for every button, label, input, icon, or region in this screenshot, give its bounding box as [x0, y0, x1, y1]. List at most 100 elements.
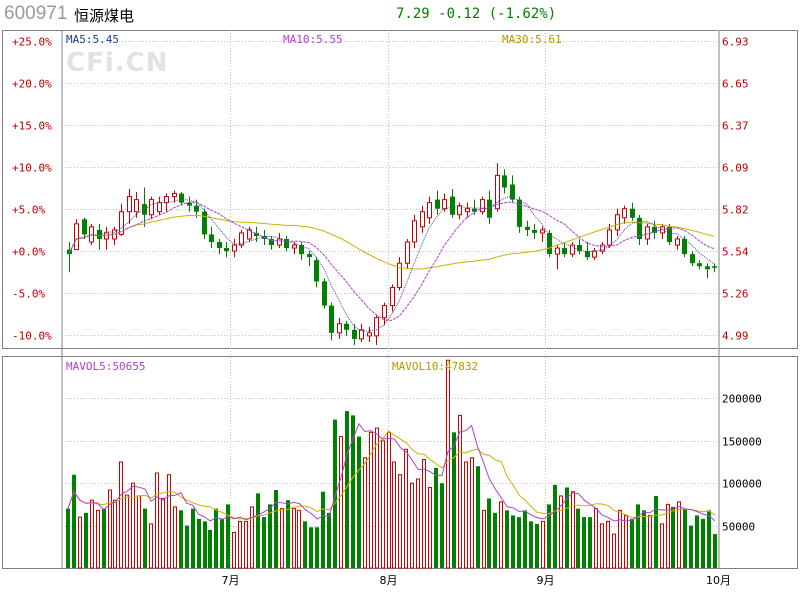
volume-bar-up	[422, 458, 426, 569]
volume-bar-down	[701, 518, 705, 568]
volume-bar-up	[232, 531, 236, 569]
right-tick-label: 5.82	[722, 204, 749, 217]
candle-up	[359, 329, 364, 340]
ma30-label: MA30:5.61	[502, 33, 562, 46]
volume-bar-up	[606, 520, 610, 569]
volume-bar-down	[642, 510, 646, 568]
volume-bar-up	[612, 533, 616, 569]
candle-down	[472, 208, 477, 212]
volume-bar-up	[660, 523, 664, 569]
candle-up	[570, 244, 575, 255]
volume-bar-up	[392, 461, 396, 569]
volume-bar-up	[167, 474, 171, 569]
candle-down	[179, 193, 184, 203]
candle-down	[667, 226, 672, 242]
right-tick-label: 6.37	[722, 120, 749, 133]
volume-bar-up	[559, 495, 563, 569]
x-tick-label: 9月	[537, 574, 555, 587]
volume-bar-down	[333, 419, 337, 568]
candle-down	[322, 281, 327, 306]
volume-bar-down	[357, 436, 361, 568]
candle-up	[457, 205, 462, 216]
candle-up	[390, 286, 395, 307]
volume-tick-label: 200000	[722, 393, 762, 406]
volume-bar-up	[173, 506, 177, 569]
volume-bar-up	[250, 506, 254, 569]
left-tick-label: +10.0%	[12, 162, 52, 175]
stock-name: 恒源煤电	[74, 7, 135, 25]
candle-up	[164, 196, 169, 204]
candle-down	[202, 211, 207, 235]
volume-bar-up	[499, 501, 503, 569]
volume-bar-up	[96, 509, 100, 569]
volume-bar-up	[624, 514, 628, 569]
x-tick-label: 10月	[706, 574, 731, 587]
left-tick-label: +15.0%	[12, 120, 52, 133]
candle-down	[142, 204, 147, 215]
candle-down	[224, 248, 229, 252]
volume-bar-down	[191, 508, 195, 568]
volume-bar-up	[464, 461, 468, 569]
volume-bar-up	[369, 431, 373, 569]
candle-up	[367, 332, 372, 337]
volume-bar-down	[208, 529, 212, 568]
candle-down	[194, 205, 199, 212]
ma5-line	[68, 195, 715, 332]
volume-bar-down	[511, 515, 515, 568]
volume-bar-up	[482, 509, 486, 569]
candle-down	[435, 199, 440, 209]
volume-bar-down	[143, 508, 147, 568]
right-tick-label: 5.26	[722, 288, 749, 301]
volume-bar-up	[446, 359, 450, 569]
candle-down	[682, 238, 687, 255]
volume-bar-down	[529, 521, 533, 568]
volume-bar-down	[185, 525, 189, 568]
volume-bar-down	[695, 515, 699, 568]
candle-up	[172, 193, 177, 198]
volume-bar-down	[671, 506, 675, 568]
volume-bar-down	[440, 483, 444, 568]
candle-up	[374, 317, 379, 337]
volume-bar-down	[487, 498, 491, 568]
volume-bar-up	[238, 520, 242, 569]
volume-bar-down	[345, 411, 349, 568]
volume-bar-up	[90, 499, 94, 569]
watermark: CFi.CN	[66, 48, 169, 78]
candle-down	[652, 226, 657, 233]
volume-bar-down	[582, 517, 586, 568]
candle-down	[630, 208, 635, 218]
volume-bar-down	[476, 466, 480, 568]
candle-down	[547, 232, 552, 255]
left-tick-label: +5.0%	[12, 204, 45, 217]
volume-bar-up	[410, 482, 414, 569]
candle-down	[450, 196, 455, 215]
volume-bar-down	[636, 504, 640, 568]
volume-bar-up	[470, 457, 474, 569]
volume-tick-label: 150000	[722, 436, 762, 449]
volume-bar-down	[683, 508, 687, 568]
candle-up	[397, 262, 402, 288]
candle-down	[314, 260, 319, 282]
candle-down	[269, 238, 274, 246]
volume-bar-up	[541, 520, 545, 569]
candle-up	[157, 202, 162, 213]
left-tick-label: +25.0%	[12, 36, 52, 49]
left-tick-label: +0.0%	[12, 246, 45, 259]
candle-up	[660, 226, 665, 234]
volume-bar-down	[576, 508, 580, 568]
left-tick-label: -5.0%	[12, 288, 45, 301]
candle-down	[299, 245, 304, 255]
volume-bar-up	[244, 520, 248, 569]
volume-bar-up	[125, 494, 129, 569]
volume-bar-up	[404, 448, 408, 569]
x-tick-label: 8月	[380, 574, 398, 587]
volume-bar-down	[309, 527, 313, 568]
volume-bar-up	[387, 431, 391, 569]
volume-bar-down	[553, 484, 557, 568]
volume-bar-down	[179, 510, 183, 568]
ma10-line	[68, 201, 715, 321]
right-tick-label: 6.09	[722, 162, 749, 175]
volume-bar-down	[197, 518, 201, 568]
volume-bar-up	[666, 503, 670, 569]
